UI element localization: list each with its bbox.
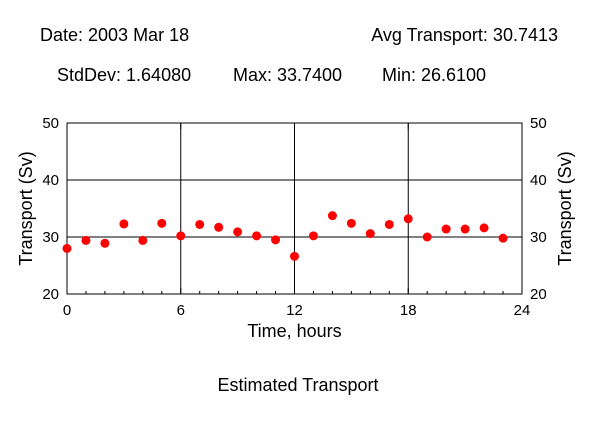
data-point: [195, 219, 205, 229]
x-axis-label: Time, hours: [247, 321, 341, 341]
data-point: [422, 232, 432, 242]
x-tick-label: 0: [63, 302, 71, 319]
y-axis-label-left: Transport (Sv): [16, 151, 36, 265]
data-point: [176, 231, 186, 241]
data-point: [441, 224, 451, 234]
data-points: [62, 211, 508, 261]
data-point: [384, 219, 394, 229]
data-point: [346, 218, 356, 228]
y-tick-label-right: 50: [530, 115, 547, 132]
stddev-label: StdDev: 1.64080: [57, 65, 192, 85]
data-point: [271, 235, 281, 245]
x-tick-label: 18: [400, 302, 417, 319]
data-point: [308, 231, 318, 241]
avg-transport-label: Avg Transport: 30.7413: [371, 25, 558, 45]
tick-layer: [66, 122, 523, 295]
chart-caption: Estimated Transport: [217, 375, 379, 395]
data-point: [498, 233, 508, 243]
data-point: [365, 229, 375, 239]
y-tick-label-right: 20: [530, 286, 547, 303]
x-tick-label: 12: [286, 302, 303, 319]
min-label: Min: 26.6100: [382, 65, 487, 85]
max-label: Max: 33.7400: [233, 65, 343, 85]
data-point: [214, 222, 224, 232]
data-point: [252, 231, 262, 241]
data-point: [403, 214, 413, 224]
x-tick-label: 24: [514, 302, 531, 319]
data-point: [157, 218, 167, 228]
grid-layer: [67, 123, 522, 294]
y-tick-label-left: 30: [42, 229, 59, 246]
data-point: [138, 235, 148, 245]
y-tick-label-left: 50: [42, 115, 59, 132]
data-point: [62, 243, 72, 253]
data-point: [233, 227, 243, 237]
data-point: [119, 219, 129, 229]
y-tick-label-right: 30: [530, 229, 547, 246]
data-point: [100, 238, 110, 248]
x-tick-label: 6: [177, 302, 185, 319]
y-tick-label-right: 40: [530, 172, 547, 189]
data-point: [81, 235, 91, 245]
date-label: Date: 2003 Mar 18: [40, 25, 190, 45]
y-tick-label-left: 40: [42, 172, 59, 189]
y-axis-label-right: Transport (Sv): [555, 151, 575, 265]
y-tick-label-left: 20: [42, 286, 59, 303]
data-point: [290, 251, 299, 261]
data-point: [327, 211, 337, 221]
data-point: [460, 224, 470, 234]
data-point: [479, 223, 489, 233]
